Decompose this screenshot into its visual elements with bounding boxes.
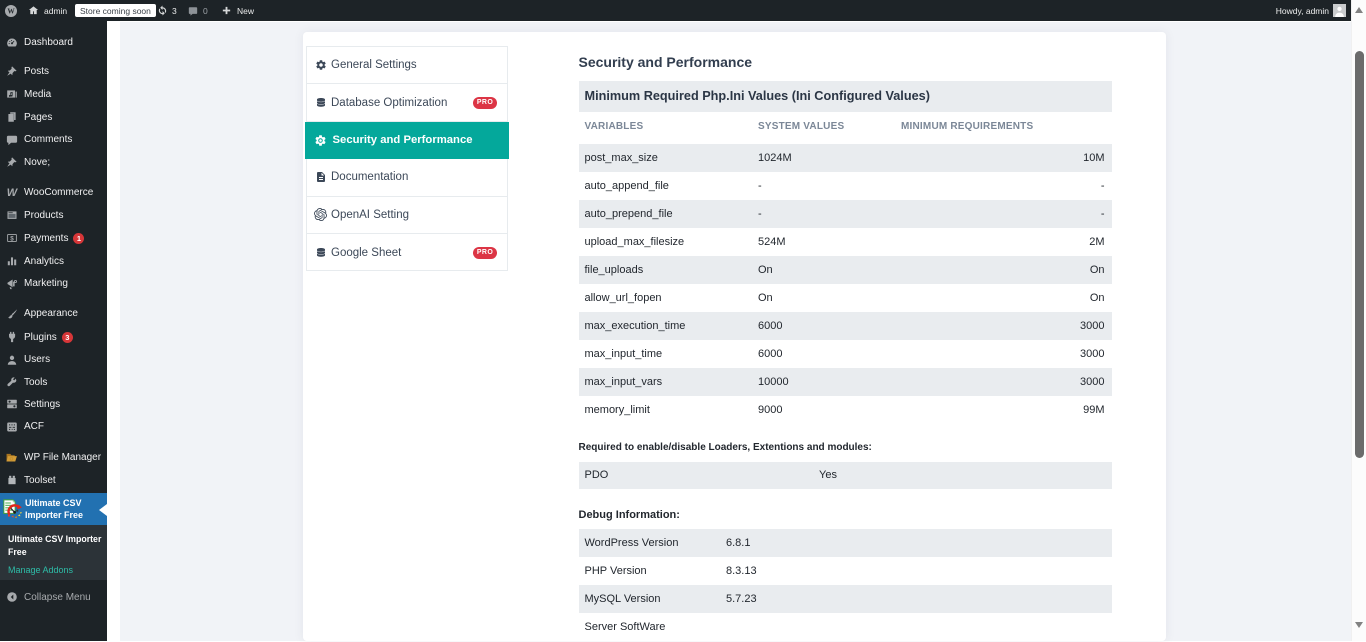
svg-text:W: W	[7, 6, 15, 15]
svg-text:$: $	[10, 235, 14, 242]
